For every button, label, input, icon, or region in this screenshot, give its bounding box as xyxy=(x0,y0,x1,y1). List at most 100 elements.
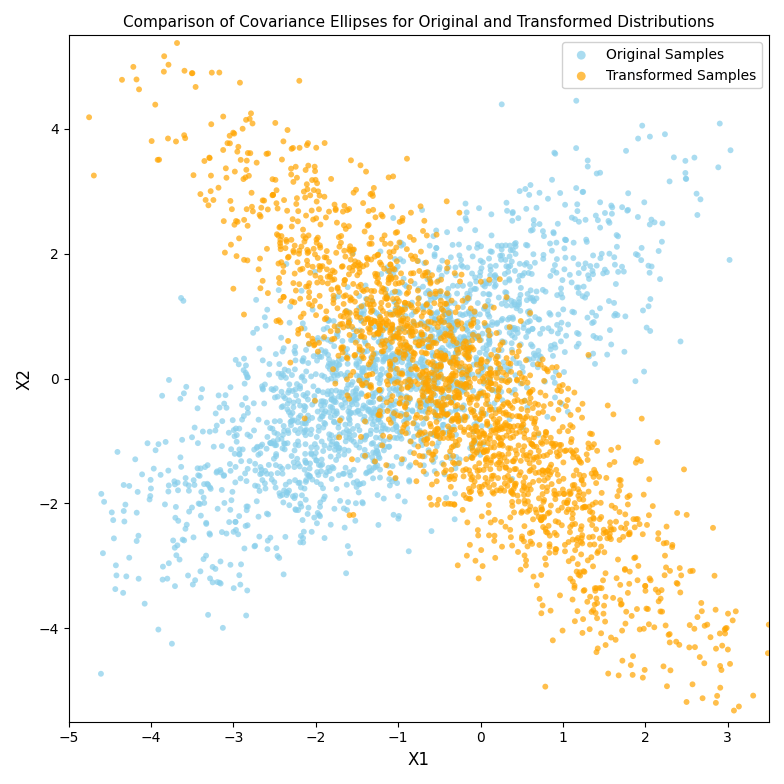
Original Samples xyxy=(119,499,132,511)
Original Samples xyxy=(526,340,539,353)
Transformed Samples xyxy=(380,314,393,326)
Original Samples xyxy=(467,326,480,339)
Transformed Samples xyxy=(338,290,350,303)
Transformed Samples xyxy=(385,273,397,285)
Original Samples xyxy=(272,368,285,380)
Original Samples xyxy=(198,477,210,490)
Original Samples xyxy=(430,410,442,423)
Transformed Samples xyxy=(323,205,336,218)
Transformed Samples xyxy=(337,310,350,323)
Transformed Samples xyxy=(343,220,355,233)
Transformed Samples xyxy=(440,378,452,390)
Transformed Samples xyxy=(260,147,273,160)
Original Samples xyxy=(436,457,448,470)
Transformed Samples xyxy=(591,546,604,559)
Transformed Samples xyxy=(421,298,434,310)
Transformed Samples xyxy=(571,565,583,578)
Original Samples xyxy=(238,377,251,390)
Original Samples xyxy=(429,389,441,401)
Original Samples xyxy=(615,260,628,273)
Transformed Samples xyxy=(361,390,373,402)
Transformed Samples xyxy=(496,439,509,452)
Transformed Samples xyxy=(373,383,386,396)
Original Samples xyxy=(299,418,312,430)
Original Samples xyxy=(489,279,502,292)
Transformed Samples xyxy=(728,704,740,717)
Transformed Samples xyxy=(444,429,456,441)
Transformed Samples xyxy=(598,546,611,558)
Original Samples xyxy=(468,419,481,431)
Transformed Samples xyxy=(522,488,535,500)
Original Samples xyxy=(343,314,356,327)
Transformed Samples xyxy=(588,438,601,451)
Transformed Samples xyxy=(550,463,562,476)
Transformed Samples xyxy=(377,430,390,442)
Transformed Samples xyxy=(384,250,397,263)
Transformed Samples xyxy=(633,518,646,531)
Original Samples xyxy=(558,263,571,276)
Transformed Samples xyxy=(449,351,462,364)
Transformed Samples xyxy=(445,463,458,476)
Transformed Samples xyxy=(297,230,310,242)
Transformed Samples xyxy=(426,356,439,368)
Transformed Samples xyxy=(481,380,494,393)
Original Samples xyxy=(358,366,370,379)
Transformed Samples xyxy=(254,282,267,295)
Transformed Samples xyxy=(557,473,570,485)
Original Samples xyxy=(428,465,441,477)
Transformed Samples xyxy=(373,321,386,334)
Original Samples xyxy=(434,291,447,303)
Transformed Samples xyxy=(779,642,784,655)
Transformed Samples xyxy=(430,467,443,480)
Transformed Samples xyxy=(374,323,387,336)
Transformed Samples xyxy=(471,465,484,477)
Original Samples xyxy=(223,426,235,439)
Transformed Samples xyxy=(548,488,561,500)
Transformed Samples xyxy=(354,343,366,356)
Transformed Samples xyxy=(407,267,419,279)
Original Samples xyxy=(554,323,566,336)
Original Samples xyxy=(566,306,579,318)
Transformed Samples xyxy=(445,330,458,343)
Transformed Samples xyxy=(521,483,533,495)
Transformed Samples xyxy=(417,225,430,238)
Transformed Samples xyxy=(420,372,433,385)
Original Samples xyxy=(458,404,470,416)
Original Samples xyxy=(183,506,195,518)
Original Samples xyxy=(492,350,505,363)
Transformed Samples xyxy=(445,396,457,408)
Transformed Samples xyxy=(295,240,307,252)
Original Samples xyxy=(352,392,365,405)
Transformed Samples xyxy=(386,200,398,212)
Transformed Samples xyxy=(395,383,408,395)
Transformed Samples xyxy=(559,539,572,551)
Transformed Samples xyxy=(285,143,298,155)
Original Samples xyxy=(397,453,410,466)
Original Samples xyxy=(177,295,190,307)
Original Samples xyxy=(326,358,339,370)
Transformed Samples xyxy=(546,361,558,374)
Original Samples xyxy=(396,396,408,408)
Transformed Samples xyxy=(301,259,314,271)
Original Samples xyxy=(335,399,347,412)
Transformed Samples xyxy=(441,328,453,341)
Original Samples xyxy=(338,503,350,515)
Original Samples xyxy=(512,274,524,287)
Transformed Samples xyxy=(321,277,334,289)
Transformed Samples xyxy=(610,572,622,584)
Original Samples xyxy=(366,418,379,430)
Original Samples xyxy=(299,493,312,506)
Transformed Samples xyxy=(427,387,440,400)
Original Samples xyxy=(256,438,268,451)
Original Samples xyxy=(390,420,403,433)
Transformed Samples xyxy=(298,185,310,198)
Transformed Samples xyxy=(629,551,641,564)
Original Samples xyxy=(241,500,254,513)
Original Samples xyxy=(372,384,384,397)
Original Samples xyxy=(194,391,207,404)
Transformed Samples xyxy=(535,514,548,526)
Transformed Samples xyxy=(574,566,586,579)
Original Samples xyxy=(371,459,383,472)
Original Samples xyxy=(395,433,408,445)
Transformed Samples xyxy=(450,385,463,397)
